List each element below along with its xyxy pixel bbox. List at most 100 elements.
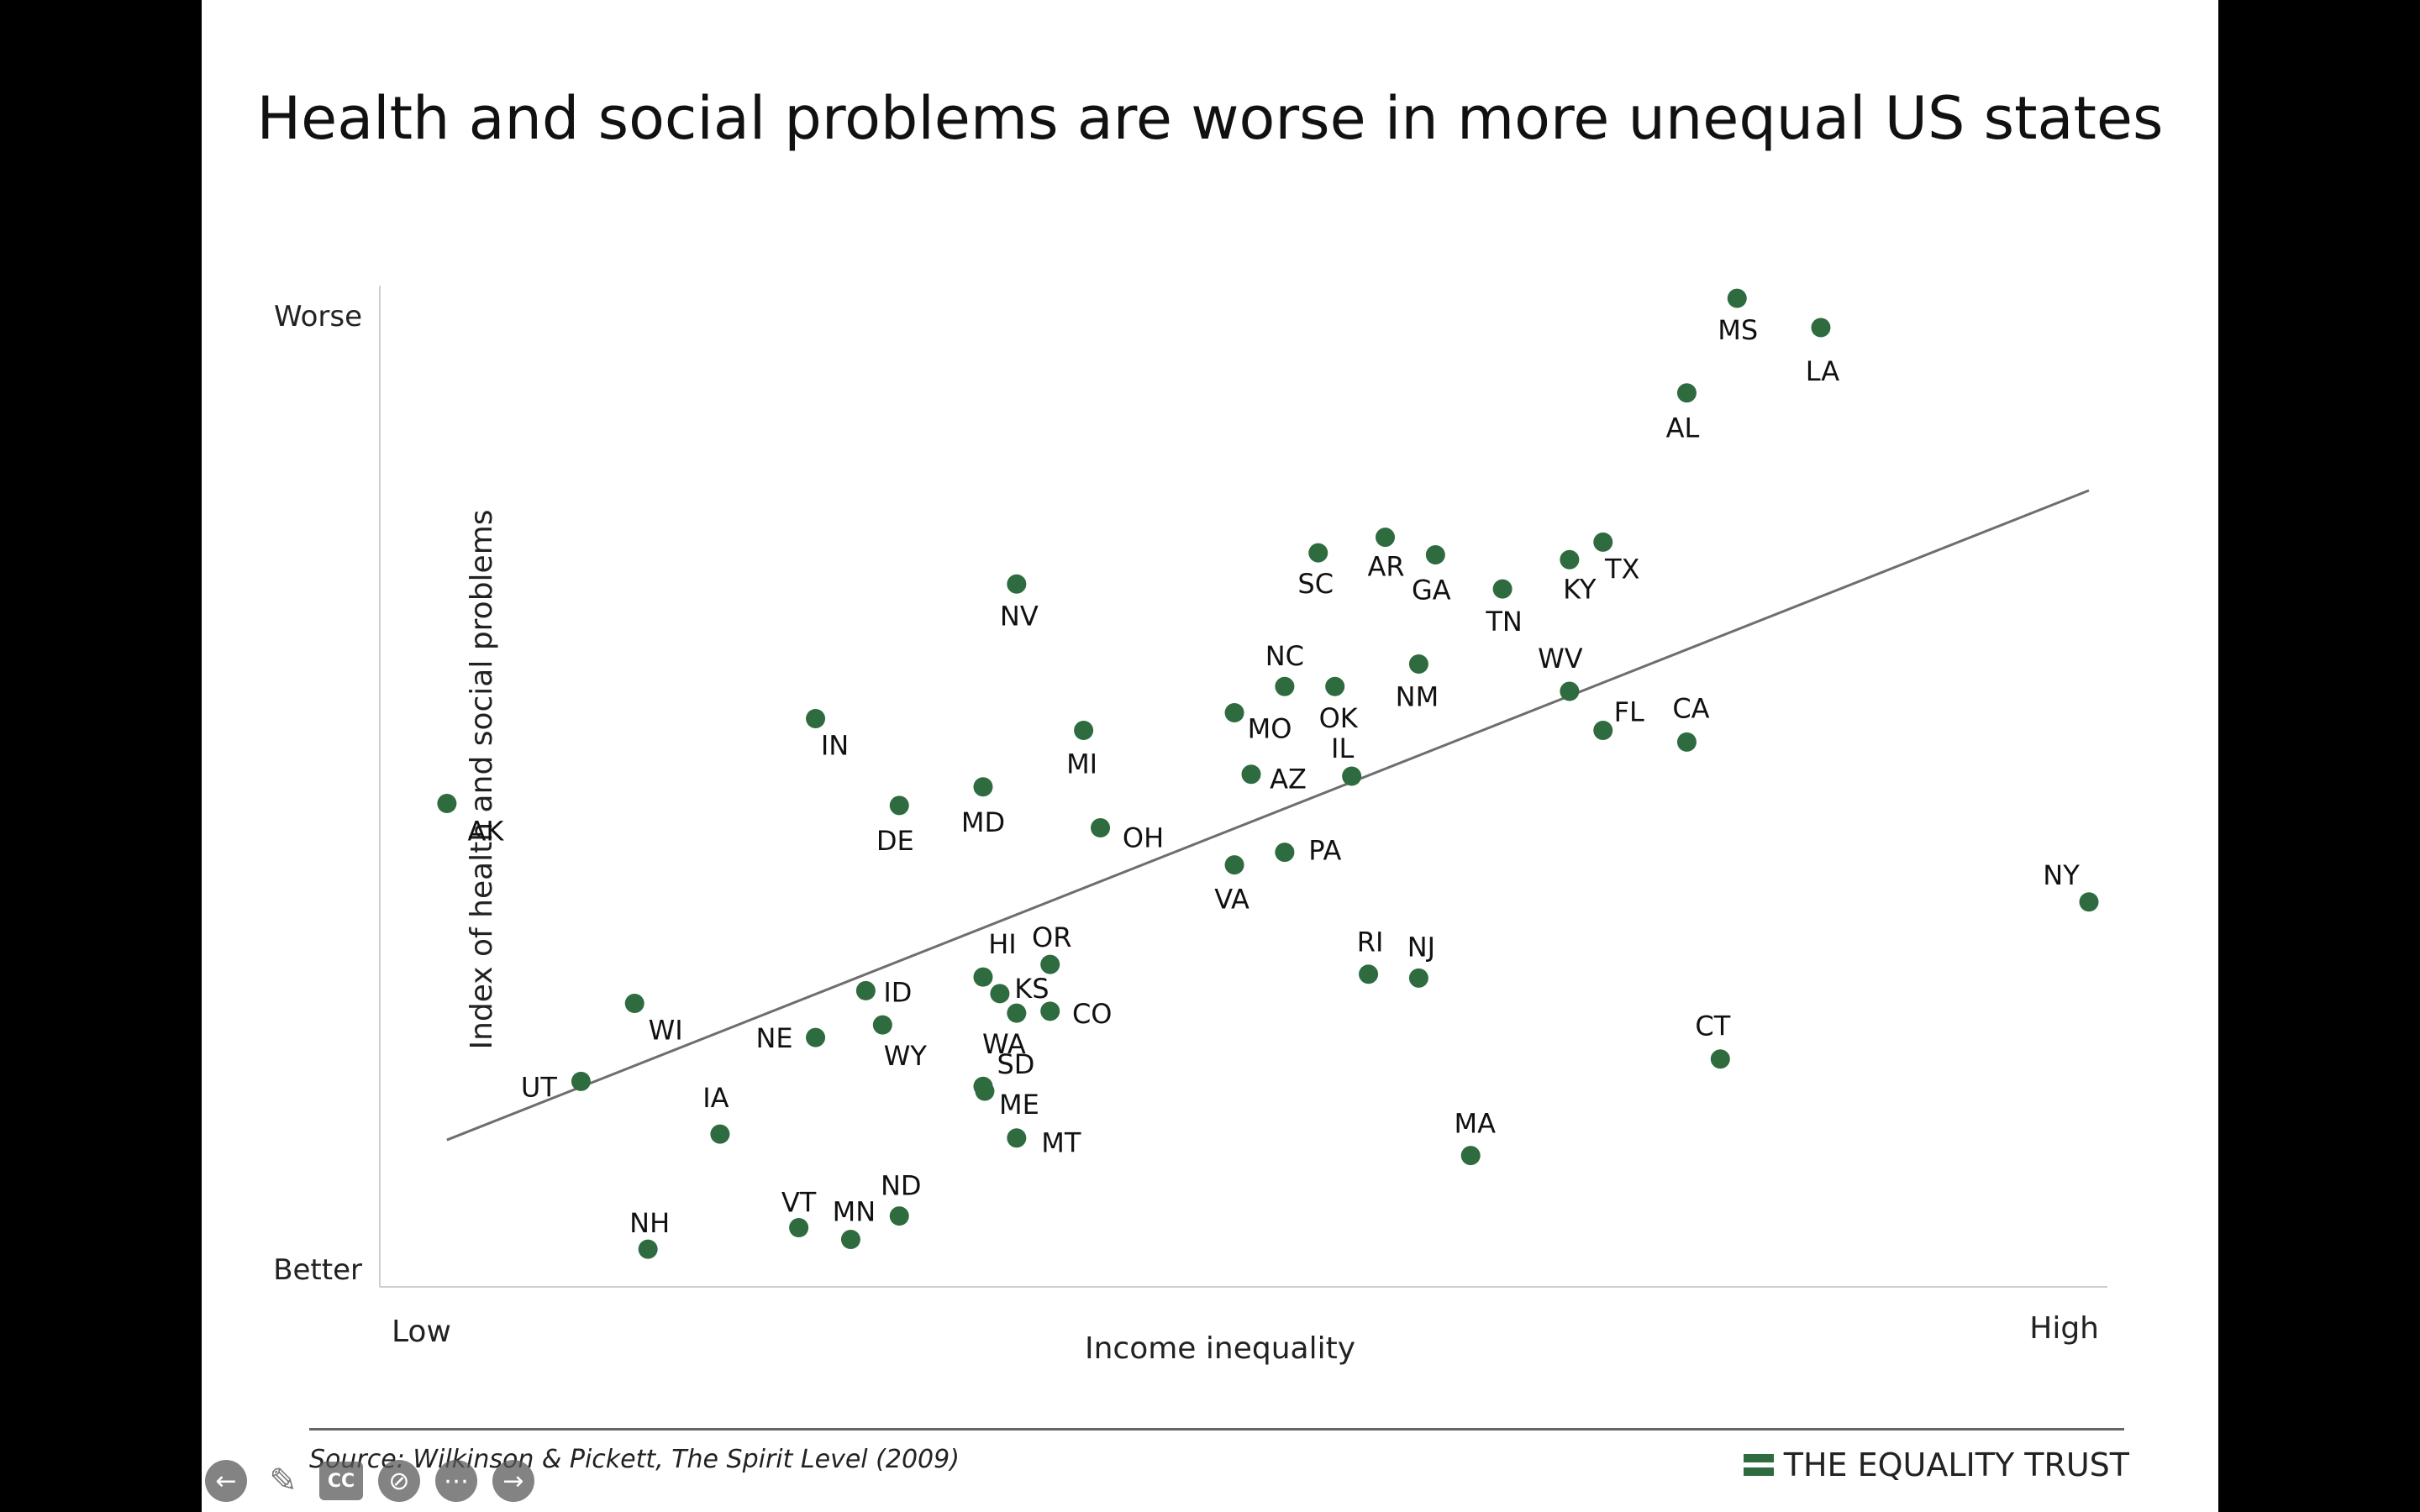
point-nj <box>1408 968 1428 988</box>
point-label-nd: ND <box>881 1170 922 1202</box>
point-fl <box>1593 720 1613 740</box>
point-oh <box>1091 818 1111 838</box>
point-label-in: IN <box>821 730 849 762</box>
point-label-co: CO <box>1072 998 1113 1030</box>
point-label-ny: NY <box>2043 859 2080 891</box>
point-label-nc: NC <box>1265 640 1304 672</box>
point-ar <box>1376 528 1396 548</box>
point-label-va: VA <box>1214 884 1249 916</box>
point-il <box>1342 766 1362 786</box>
point-label-tx: TX <box>1604 553 1639 585</box>
point-label-ky: KY <box>1563 573 1597 605</box>
point-al <box>1676 383 1697 403</box>
point-label-la: LA <box>1806 355 1840 387</box>
point-ma <box>1460 1146 1481 1166</box>
point-va <box>1224 855 1244 875</box>
point-label-ct: CT <box>1695 1011 1730 1042</box>
y-tick-label-bottom: Better <box>273 1253 362 1287</box>
slideshow-controls: ← ✎ CC ⊘ ⋯ → <box>205 1460 534 1502</box>
point-label-ak: AK <box>467 816 504 848</box>
x-axis-title: Income inequality <box>1085 1331 1355 1366</box>
point-sc <box>1308 543 1328 563</box>
point-label-mt: MT <box>1041 1127 1081 1159</box>
point-label-mn: MN <box>833 1195 876 1227</box>
point-label-or: OR <box>1032 921 1071 953</box>
point-label-mo: MO <box>1248 713 1292 745</box>
chart-axes <box>379 286 2107 1288</box>
point-label-ks: KS <box>1014 973 1049 1005</box>
chart-title: Health and social problems are worse in … <box>256 84 2164 153</box>
x-tick-label-high: High <box>2029 1311 2099 1346</box>
point-ks <box>990 984 1010 1004</box>
point-ok <box>1325 676 1345 696</box>
point-label-ms: MS <box>1718 314 1758 346</box>
point-mo <box>1224 703 1244 723</box>
point-label-il: IL <box>1331 732 1354 764</box>
point-ky <box>1560 549 1580 570</box>
equality-trust-logo-icon <box>1743 1454 1774 1476</box>
point-ct <box>1710 1049 1730 1069</box>
scatter-chart: Worse Better Low High Income inequality Index… <box>273 286 2107 1366</box>
previous-slide-icon[interactable]: ← <box>205 1460 247 1502</box>
point-ca <box>1676 732 1697 752</box>
text-layer: Worse Better Low High Income inequality Index… <box>273 300 2099 1366</box>
point-me <box>975 1081 995 1101</box>
point-md <box>973 777 993 797</box>
point-label-mi: MI <box>1066 748 1097 780</box>
closed-captions-icon[interactable]: CC <box>319 1462 363 1500</box>
point-co <box>1040 1001 1060 1021</box>
next-slide-icon[interactable]: → <box>492 1460 534 1502</box>
point-tn <box>1492 579 1512 599</box>
point-or <box>1040 954 1060 974</box>
camera-off-icon[interactable]: ⊘ <box>378 1460 420 1502</box>
point-nd <box>889 1206 909 1226</box>
trend-line <box>446 489 2090 1142</box>
point-label-ri: RI <box>1357 927 1384 958</box>
point-label-ne: NE <box>755 1022 792 1054</box>
y-tick-label-top: Worse <box>274 300 362 333</box>
point-label-ia: IA <box>702 1082 729 1114</box>
point-ny <box>2079 892 2099 912</box>
point-tx <box>1593 532 1613 552</box>
more-options-icon[interactable]: ⋯ <box>435 1460 477 1502</box>
point-ms <box>1727 288 1747 308</box>
point-label-de: DE <box>876 825 914 857</box>
point-wa <box>1007 1003 1027 1023</box>
footer-divider <box>309 1428 2124 1431</box>
point-ga <box>1425 544 1445 564</box>
point-mi <box>1074 720 1094 740</box>
point-label-pa: PA <box>1308 835 1341 867</box>
point-mt <box>1007 1128 1027 1148</box>
point-in <box>806 709 826 729</box>
y-axis-title: Index of health and social problems <box>465 509 499 1049</box>
point-label-fl: FL <box>1614 696 1644 727</box>
point-hi <box>973 967 993 987</box>
pen-icon[interactable]: ✎ <box>269 1462 297 1500</box>
point-wy <box>872 1015 892 1035</box>
point-label-ca: CA <box>1672 692 1709 724</box>
point-label-wa: WA <box>982 1028 1026 1060</box>
point-label-ut: UT <box>521 1071 557 1103</box>
slide: Health and social problems are worse in … <box>202 0 2218 1512</box>
point-pa <box>1275 843 1295 863</box>
point-label-nh: NH <box>629 1207 670 1239</box>
point-label-oh: OH <box>1123 822 1164 854</box>
point-ut <box>571 1071 591 1091</box>
point-nm <box>1408 654 1428 675</box>
point-label-al: AL <box>1666 412 1700 444</box>
point-az <box>1241 764 1261 785</box>
point-label-ma: MA <box>1454 1108 1496 1140</box>
point-wv <box>1560 681 1580 701</box>
point-label-nv: NV <box>1000 600 1039 632</box>
x-tick-label-low: Low <box>392 1315 451 1349</box>
point-la <box>1811 318 1831 338</box>
point-label-tn: TN <box>1485 606 1522 638</box>
point-label-id: ID <box>883 976 912 1008</box>
point-label-ar: AR <box>1367 551 1404 583</box>
point-label-md: MD <box>961 806 1005 838</box>
point-vt <box>789 1218 809 1238</box>
point-ri <box>1359 964 1379 984</box>
point-ia <box>710 1124 730 1144</box>
point-label-hi: HI <box>988 928 1017 960</box>
point-label-vt: VT <box>781 1187 817 1219</box>
